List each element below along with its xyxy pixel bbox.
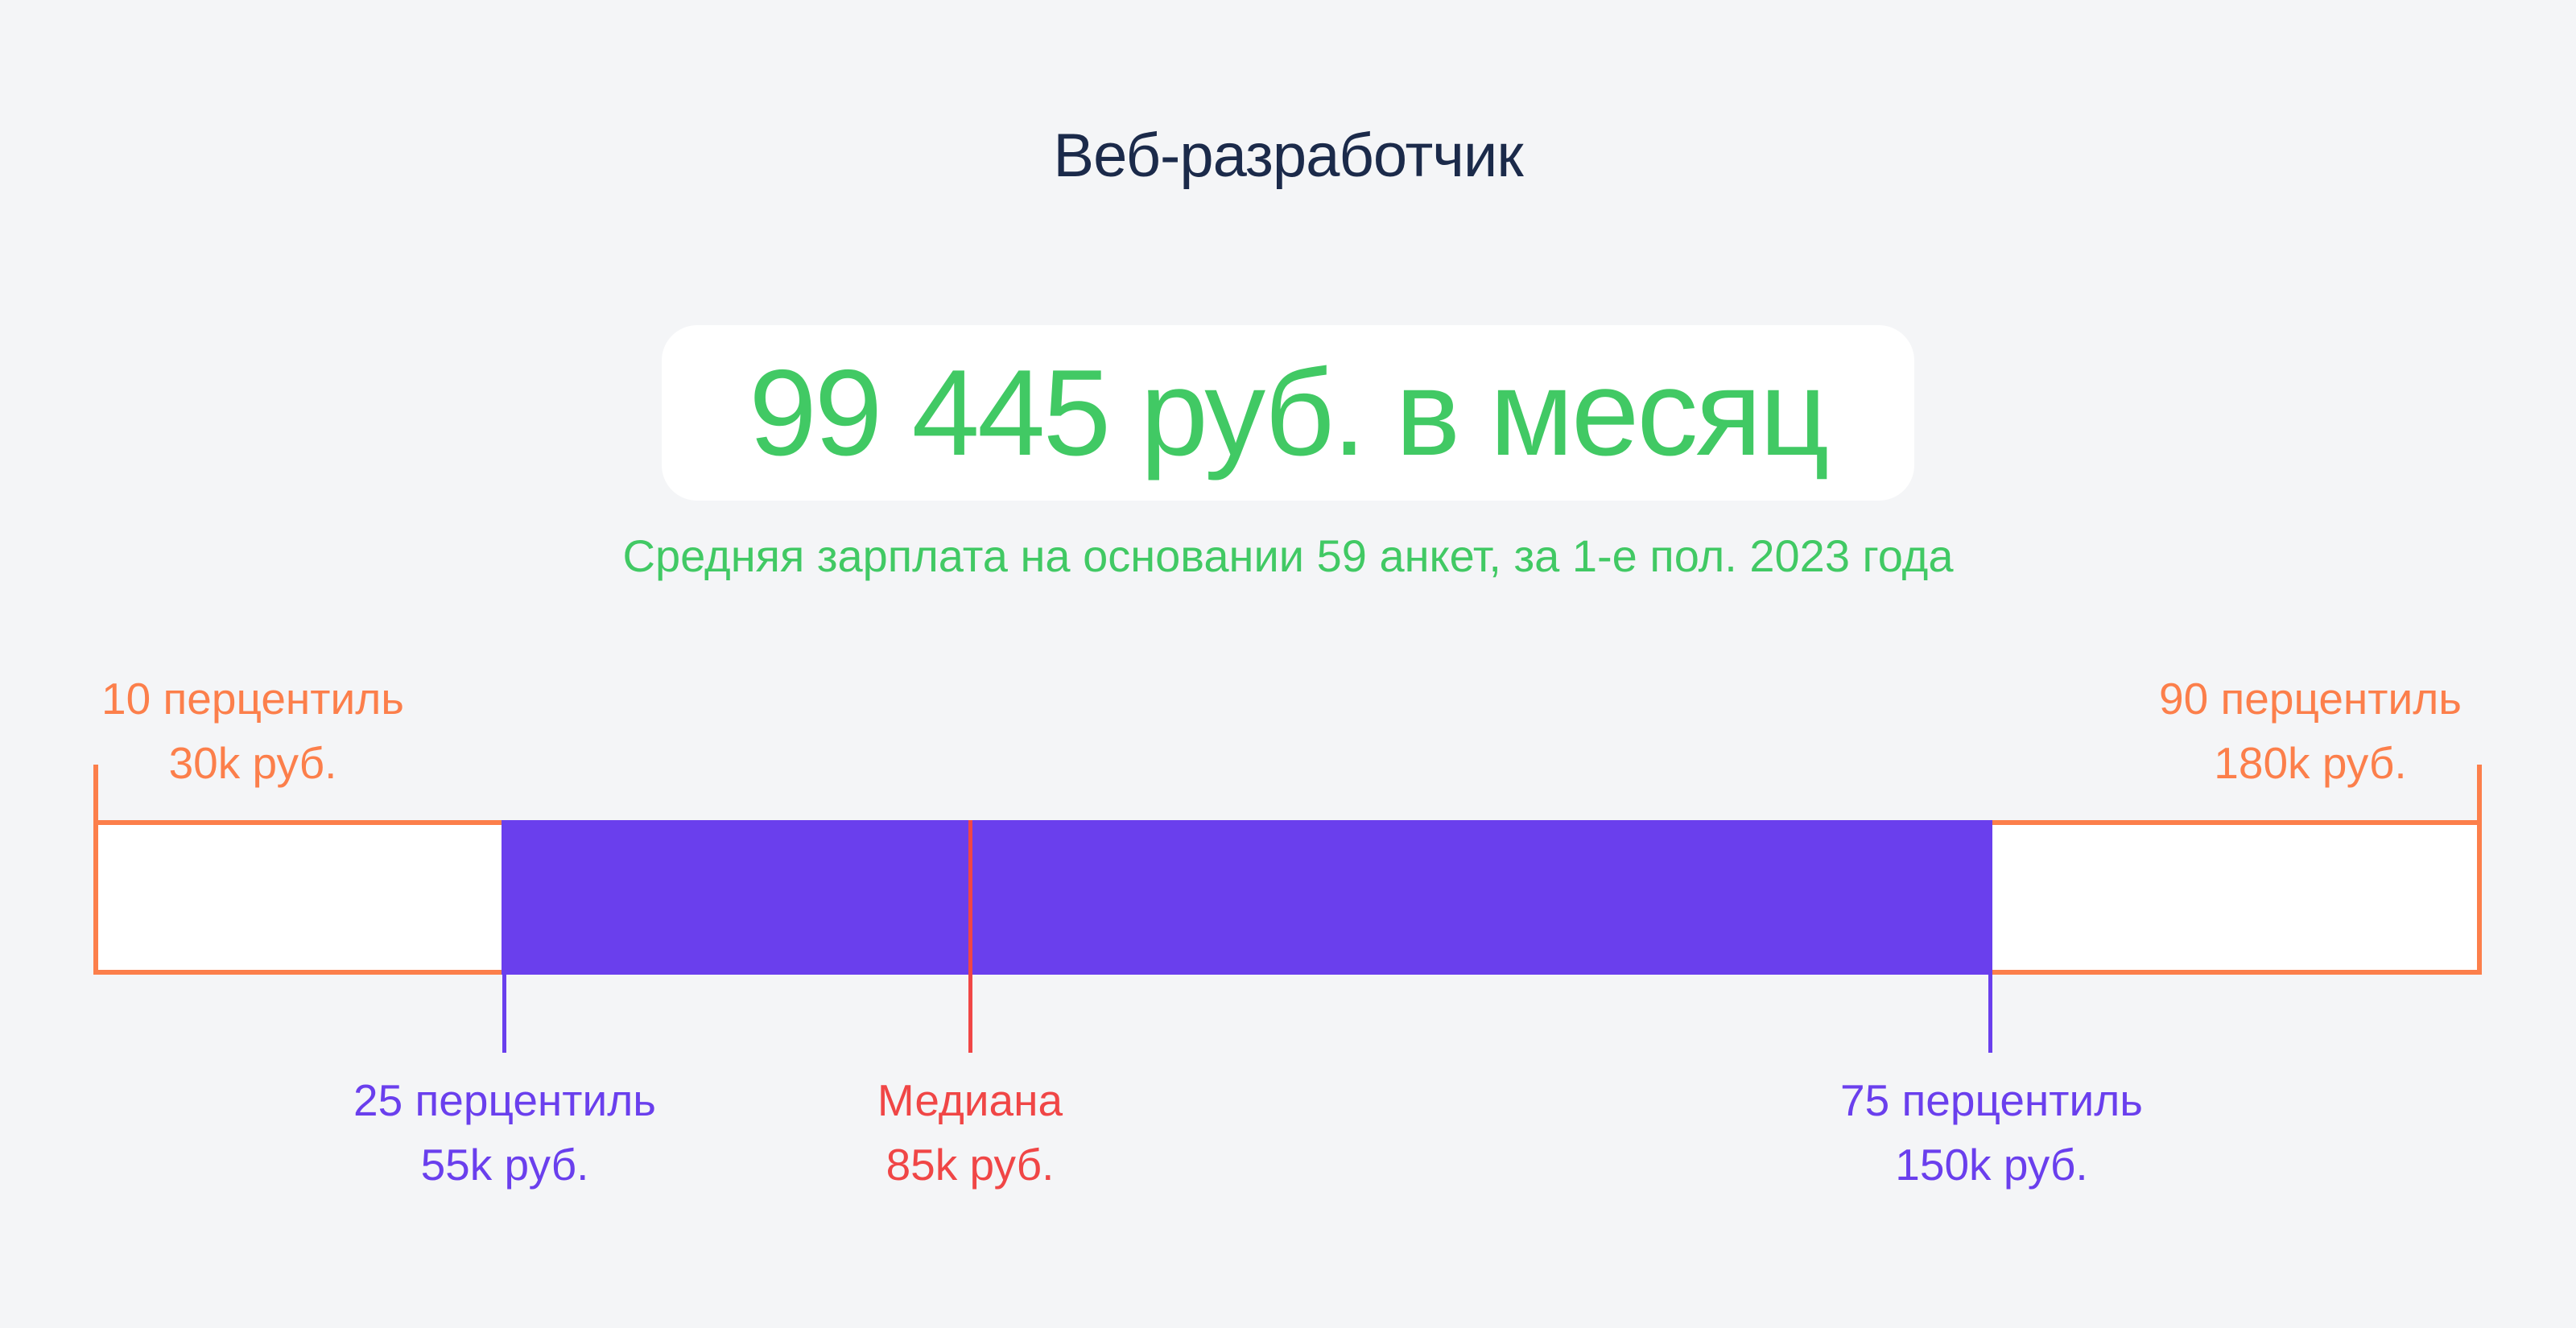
average-salary-caption: Средняя зарплата на основании 59 анкет, …	[622, 530, 1954, 581]
p75-value: 150k руб.	[1895, 1140, 2088, 1190]
median-label: Медиана 85k руб.	[729, 1068, 1212, 1197]
median-value: 85k руб.	[886, 1140, 1055, 1190]
p90-label: 90 перцентиль 180k руб.	[2069, 666, 2552, 795]
p10-tick	[93, 765, 98, 975]
p90-value: 180k руб.	[2214, 738, 2407, 788]
p25-value: 55k руб.	[420, 1140, 589, 1190]
p25-name: 25 перцентиль	[353, 1075, 656, 1125]
p90-tick	[2477, 765, 2482, 975]
page-title: Веб-разработчик	[1053, 122, 1523, 190]
p10-label: 10 перцентиль 30k руб.	[11, 666, 494, 795]
p25-tick	[502, 970, 506, 1053]
p25-label: 25 перцентиль 55k руб.	[263, 1068, 746, 1197]
average-salary-card: 99 445 руб. в месяц	[662, 325, 1914, 501]
p10-value: 30k руб.	[168, 738, 337, 788]
p10-name: 10 перцентиль	[101, 674, 404, 724]
median-line	[968, 820, 972, 1053]
average-salary-value: 99 445 руб. в месяц	[749, 344, 1830, 481]
p75-tick	[1988, 970, 1992, 1053]
median-name: Медиана	[877, 1075, 1063, 1125]
p75-name: 75 перцентиль	[1840, 1075, 2143, 1125]
iqr-bar	[502, 820, 1992, 975]
p75-label: 75 перцентиль 150k руб.	[1750, 1068, 2233, 1197]
p90-name: 90 перцентиль	[2159, 674, 2462, 724]
